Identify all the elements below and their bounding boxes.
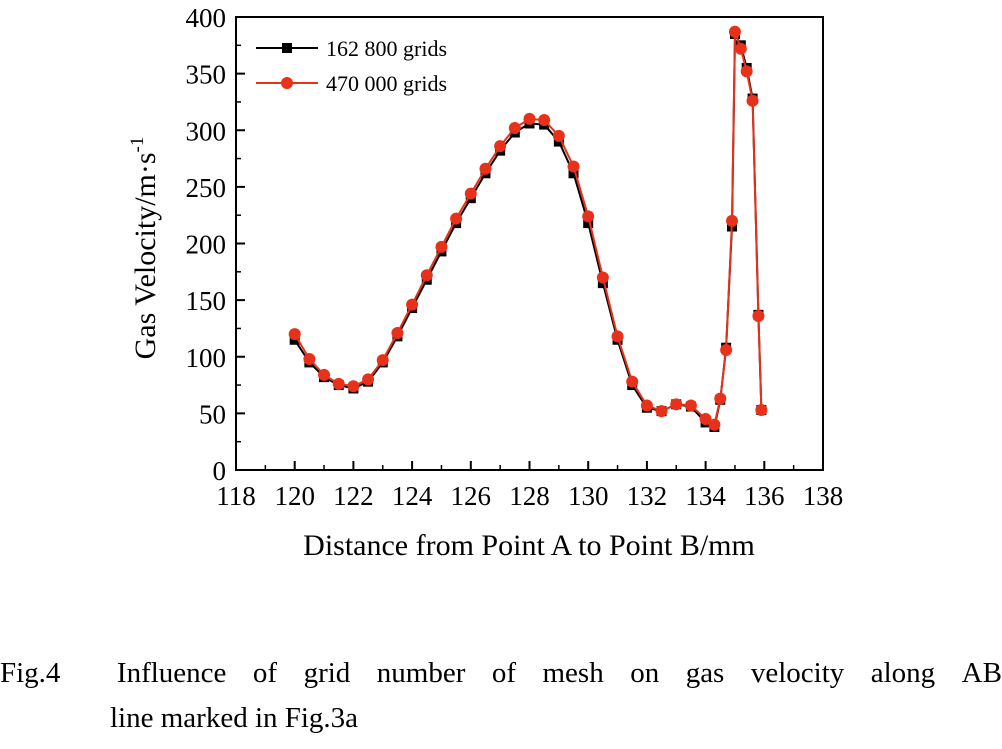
legend-label-162800: 162 800 grids xyxy=(326,36,447,61)
point-470000 xyxy=(755,403,768,416)
caption-word: AB xyxy=(961,657,1002,689)
point-470000 xyxy=(508,121,521,134)
point-470000 xyxy=(567,160,580,173)
x-tick-label: 124 xyxy=(392,481,433,511)
point-470000 xyxy=(720,343,733,356)
caption-word: of xyxy=(491,657,517,689)
point-470000 xyxy=(376,354,389,367)
velocity-chart: 118 120 122 124 126 128 130 132 134 136 138 0 50 100… xyxy=(127,3,843,562)
y-tick-label: 100 xyxy=(186,343,227,373)
point-470000 xyxy=(746,94,759,107)
point-470000 xyxy=(523,112,536,125)
x-tick-label: 130 xyxy=(568,481,609,511)
x-tick-label: 134 xyxy=(685,481,726,511)
point-470000 xyxy=(362,373,375,386)
point-470000 xyxy=(684,399,697,412)
x-axis-ticks: 118 120 122 124 126 128 130 132 134 136 138 xyxy=(216,461,843,511)
y-tick-label: 400 xyxy=(186,3,227,33)
point-470000 xyxy=(406,298,419,311)
x-tick-label: 138 xyxy=(803,481,844,511)
y-tick-label: 300 xyxy=(186,116,227,146)
point-470000 xyxy=(734,42,747,55)
legend-marker-470000 xyxy=(281,77,293,89)
x-tick-label: 126 xyxy=(451,481,492,511)
point-470000 xyxy=(752,309,765,322)
legend: 162 800 grids 470 000 grids xyxy=(256,36,447,96)
y-tick-label: 50 xyxy=(199,399,226,429)
y-tick-label: 250 xyxy=(186,173,227,203)
point-162800 xyxy=(568,168,579,179)
x-tick-label: 136 xyxy=(744,481,785,511)
x-tick-label: 132 xyxy=(627,481,668,511)
point-470000 xyxy=(582,210,595,223)
y-tick-label: 150 xyxy=(186,286,227,316)
x-tick-label: 120 xyxy=(274,481,315,511)
caption-figure-label: Fig.4 xyxy=(0,657,61,689)
point-470000 xyxy=(347,380,360,393)
point-470000 xyxy=(655,405,668,418)
point-470000 xyxy=(726,214,739,227)
point-470000 xyxy=(494,140,507,153)
point-470000 xyxy=(699,413,712,426)
series-layer xyxy=(288,25,768,432)
caption-word: on xyxy=(630,657,660,689)
point-470000 xyxy=(420,269,433,282)
point-470000 xyxy=(332,377,345,390)
y-axis-ticks: 0 50 100 150 200 250 300 350 400 xyxy=(186,3,245,486)
point-470000 xyxy=(303,353,316,366)
y-axis-title-superscript: -1 xyxy=(127,137,148,153)
point-470000 xyxy=(464,187,477,200)
point-470000 xyxy=(728,25,741,38)
point-470000 xyxy=(288,328,301,341)
caption-word: along xyxy=(870,657,936,689)
point-470000 xyxy=(596,271,609,284)
figure-caption-line2: line marked in Fig.3a xyxy=(110,702,359,734)
point-470000 xyxy=(714,392,727,405)
caption-word: gas xyxy=(685,657,725,689)
caption-word: velocity xyxy=(750,657,845,689)
caption-word: number xyxy=(376,657,466,689)
x-tick-label: 128 xyxy=(509,481,550,511)
point-470000 xyxy=(318,368,331,381)
caption-word: mesh xyxy=(542,657,604,689)
y-tick-label: 0 xyxy=(213,456,227,486)
point-470000 xyxy=(538,114,551,127)
y-tick-label: 350 xyxy=(186,60,227,90)
point-470000 xyxy=(450,212,463,225)
point-470000 xyxy=(708,418,721,431)
point-470000 xyxy=(670,398,683,411)
x-tick-label: 122 xyxy=(333,481,374,511)
y-tick-label: 200 xyxy=(186,230,227,260)
point-470000 xyxy=(391,326,404,339)
point-470000 xyxy=(611,330,624,343)
point-470000 xyxy=(626,375,639,388)
legend-label-470000: 470 000 grids xyxy=(326,71,447,96)
point-470000 xyxy=(435,240,448,253)
caption-word: grid xyxy=(303,657,351,689)
y-axis-title: Gas Velocity/m·s-1 xyxy=(127,137,162,360)
point-470000 xyxy=(640,399,653,412)
point-470000 xyxy=(740,65,753,78)
figure-caption-line1: Fig.4 Influence of grid number of mesh on gas vel… xyxy=(0,651,1002,695)
caption-word: of xyxy=(252,657,278,689)
x-axis-title: Distance from Point A to Point B/mm xyxy=(303,529,755,562)
x-tick-label: 118 xyxy=(216,481,256,511)
y-axis-title-text: Gas Velocity/m·s xyxy=(129,152,162,359)
point-470000 xyxy=(479,162,492,175)
point-470000 xyxy=(552,129,565,142)
caption-word: Influence xyxy=(116,657,227,689)
point-162800 xyxy=(583,218,594,229)
legend-marker-162800 xyxy=(282,43,292,53)
